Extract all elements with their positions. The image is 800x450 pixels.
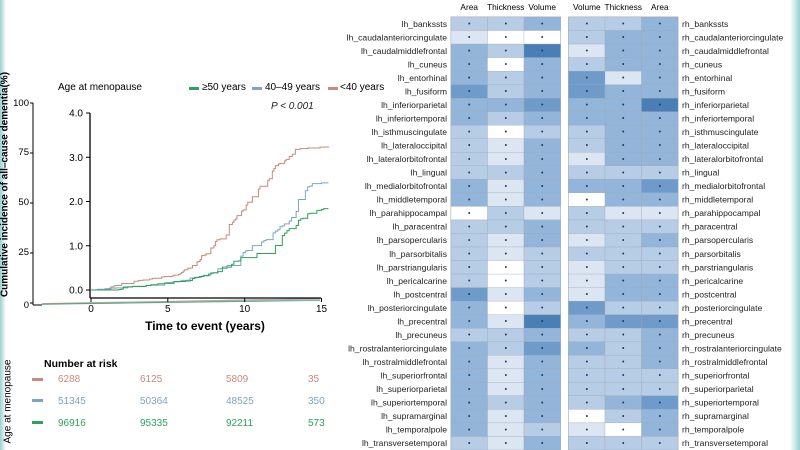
svg-text:rh_inferiorparietal: rh_inferiorparietal bbox=[682, 100, 749, 110]
svg-text:lh_caudalmiddlefrontal: lh_caudalmiddlefrontal bbox=[361, 46, 447, 56]
svg-text:lh_pericalcarine: lh_pericalcarine bbox=[387, 276, 447, 286]
svg-text:rh_bankssts: rh_bankssts bbox=[682, 19, 728, 29]
svg-text:lh_precuneus: lh_precuneus bbox=[395, 330, 447, 340]
svg-text:lh_superiorparietal: lh_superiorparietal bbox=[376, 384, 447, 394]
svg-text:lh_parsorbitalis: lh_parsorbitalis bbox=[389, 249, 447, 259]
svg-text:Time to event (years): Time to event (years) bbox=[145, 319, 265, 333]
svg-text:rh_lateraloccipital: rh_lateraloccipital bbox=[682, 141, 749, 151]
svg-text:rh_isthmuscingulate: rh_isthmuscingulate bbox=[682, 127, 759, 137]
svg-text:rh_caudalanteriorcingulate: rh_caudalanteriorcingulate bbox=[682, 32, 784, 42]
svg-text:0.0: 0.0 bbox=[69, 286, 83, 297]
svg-text:Volume: Volume bbox=[573, 2, 601, 12]
svg-text:rh_paracentral: rh_paracentral bbox=[682, 222, 738, 232]
svg-text:rh_supramarginal: rh_supramarginal bbox=[682, 411, 749, 421]
svg-text:Thickness: Thickness bbox=[487, 2, 524, 12]
svg-text:rh_pericalcarine: rh_pericalcarine bbox=[682, 276, 743, 286]
svg-text:lh_paracentral: lh_paracentral bbox=[393, 222, 448, 232]
svg-text:rh_precuneus: rh_precuneus bbox=[682, 330, 735, 340]
svg-text:lh_postcentral: lh_postcentral bbox=[393, 289, 447, 299]
svg-text:rh_cuneus: rh_cuneus bbox=[682, 59, 722, 69]
svg-text:rh_lateralorbitofrontal: rh_lateralorbitofrontal bbox=[682, 154, 763, 164]
svg-text:50: 50 bbox=[18, 197, 29, 208]
svg-text:lh_inferiortemporal: lh_inferiortemporal bbox=[376, 114, 447, 124]
svg-text:lh_isthmuscingulate: lh_isthmuscingulate bbox=[372, 127, 448, 137]
svg-text:rh_fusiform: rh_fusiform bbox=[682, 86, 725, 96]
svg-text:rh_precentral: rh_precentral bbox=[682, 316, 733, 326]
svg-text:rh_parsopercularis: rh_parsopercularis bbox=[682, 235, 753, 245]
svg-text:Thickness: Thickness bbox=[605, 2, 642, 12]
svg-text:lh_parstriangularis: lh_parstriangularis bbox=[377, 262, 447, 272]
svg-text:lh_rostralanteriorcingulate: lh_rostralanteriorcingulate bbox=[348, 344, 447, 354]
svg-text:lh_temporalpole: lh_temporalpole bbox=[386, 425, 447, 435]
svg-text:0: 0 bbox=[88, 304, 94, 315]
svg-text:10: 10 bbox=[239, 304, 251, 315]
svg-text:lh_inferiorparietal: lh_inferiorparietal bbox=[381, 100, 447, 110]
svg-text:Area: Area bbox=[651, 2, 669, 12]
svg-text:75: 75 bbox=[18, 147, 29, 158]
svg-text:rh_postcentral: rh_postcentral bbox=[682, 289, 737, 299]
svg-text:rh_medialorbitofrontal: rh_medialorbitofrontal bbox=[682, 181, 765, 191]
svg-text:rh_transversetemporal: rh_transversetemporal bbox=[682, 438, 768, 448]
svg-text:rh_lingual: rh_lingual bbox=[682, 168, 719, 178]
svg-text:rh_parstriangularis: rh_parstriangularis bbox=[682, 262, 753, 272]
svg-text:rh_posteriorcingulate: rh_posteriorcingulate bbox=[682, 303, 762, 313]
svg-text:rh_rostralanteriorcingulate: rh_rostralanteriorcingulate bbox=[682, 344, 782, 354]
svg-text:rh_entorhinal: rh_entorhinal bbox=[682, 73, 732, 83]
svg-text:rh_rostralmiddlefrontal: rh_rostralmiddlefrontal bbox=[682, 357, 768, 367]
svg-text:100: 100 bbox=[13, 98, 29, 109]
svg-text:lh_superiorfrontal: lh_superiorfrontal bbox=[381, 371, 447, 381]
svg-text:rh_caudalmiddlefrontal: rh_caudalmiddlefrontal bbox=[682, 46, 769, 56]
svg-text:lh_bankssts: lh_bankssts bbox=[402, 19, 447, 29]
svg-text:lh_medialorbitofrontal: lh_medialorbitofrontal bbox=[365, 181, 447, 191]
svg-text:rh_inferiortemporal: rh_inferiortemporal bbox=[682, 114, 754, 124]
svg-text:lh_lateraloccipital: lh_lateraloccipital bbox=[381, 141, 447, 151]
svg-text:lh_superiortemporal: lh_superiortemporal bbox=[371, 398, 447, 408]
svg-text:4.0: 4.0 bbox=[69, 109, 83, 120]
svg-text:rh_superiorfrontal: rh_superiorfrontal bbox=[682, 371, 749, 381]
svg-text:3.0: 3.0 bbox=[69, 153, 83, 164]
svg-text:lh_transversetemporal: lh_transversetemporal bbox=[362, 438, 447, 448]
svg-text:0: 0 bbox=[24, 300, 29, 311]
svg-text:lh_rostralmiddlefrontal: lh_rostralmiddlefrontal bbox=[362, 357, 447, 367]
svg-text:5: 5 bbox=[165, 304, 171, 315]
svg-text:1.0: 1.0 bbox=[69, 241, 83, 252]
svg-text:lh_middletemporal: lh_middletemporal bbox=[377, 195, 447, 205]
svg-text:25: 25 bbox=[18, 247, 29, 258]
svg-text:rh_superiortemporal: rh_superiortemporal bbox=[682, 398, 759, 408]
svg-text:lh_fusiform: lh_fusiform bbox=[405, 86, 447, 96]
svg-text:rh_parahippocampal: rh_parahippocampal bbox=[682, 208, 760, 218]
svg-text:rh_superiorparietal: rh_superiorparietal bbox=[682, 384, 754, 394]
svg-text:lh_lateralorbitofrontal: lh_lateralorbitofrontal bbox=[367, 154, 447, 164]
svg-text:2.0: 2.0 bbox=[69, 197, 83, 208]
svg-text:lh_cuneus: lh_cuneus bbox=[408, 59, 447, 69]
svg-text:lh_precentral: lh_precentral bbox=[397, 316, 447, 326]
svg-text:lh_supramarginal: lh_supramarginal bbox=[381, 411, 447, 421]
svg-text:Volume: Volume bbox=[528, 2, 556, 12]
svg-text:lh_caudalanteriorcingulate: lh_caudalanteriorcingulate bbox=[347, 32, 448, 42]
svg-text:rh_parsorbitalis: rh_parsorbitalis bbox=[682, 249, 741, 259]
svg-text:lh_parsopercularis: lh_parsopercularis bbox=[377, 235, 447, 245]
svg-text:lh_posteriorcingulate: lh_posteriorcingulate bbox=[368, 303, 448, 313]
svg-text:rh_temporalpole: rh_temporalpole bbox=[682, 425, 744, 435]
svg-text:lh_lingual: lh_lingual bbox=[411, 168, 447, 178]
svg-text:rh_middletemporal: rh_middletemporal bbox=[682, 195, 753, 205]
svg-text:lh_entorhinal: lh_entorhinal bbox=[398, 73, 447, 83]
svg-text:Area: Area bbox=[460, 2, 478, 12]
svg-text:lh_parahippocampal: lh_parahippocampal bbox=[370, 208, 447, 218]
